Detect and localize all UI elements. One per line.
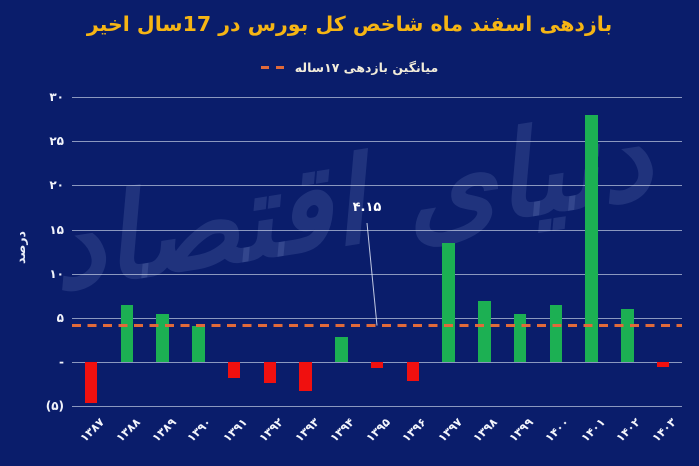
plot-area: ۱۳۸۷ ۱۳۸۸ ۱۳۸۹ ۱۳۹۰ ۱۳۹۱ ۱۳۹۲ ۱۳۹۳ ۱۳۹۴ ۱۳۹۵ ۱۳۹۶… [72, 97, 682, 445]
y-tick-label: ۱۰ [49, 266, 64, 281]
gridline [72, 229, 682, 231]
x-tick-label: ۱۳۹۷ [434, 415, 465, 446]
x-tick-label: ۱۳۹۲ [255, 415, 286, 446]
legend: میانگین بازدهی ۱۷ساله [0, 60, 699, 75]
x-tick-label: ۱۳۸۷ [77, 415, 107, 446]
x-tick-label: ۱۳۸۹ [148, 415, 179, 446]
x-tick-label: ۱۳۹۳ [291, 415, 322, 446]
bar-۱۳۸۹ [156, 313, 169, 363]
gridline [72, 141, 682, 143]
x-tick-label: ۱۴۰۱ [577, 415, 608, 446]
average-annotation: ۴.۱۵ [352, 200, 382, 215]
x-tick-label: ۱۴۰۲ [613, 415, 644, 446]
annotation-connector-line [366, 222, 378, 326]
dashed-line-swatch [260, 66, 285, 69]
bar-۱۴۰۱ [585, 114, 598, 363]
bar-۱۳۸۸ [120, 304, 133, 363]
bar-۱۳۹۹ [513, 313, 527, 363]
y-tick-label: ۲۵ [49, 134, 64, 149]
x-tick-label: ۱۳۹۱ [220, 415, 250, 446]
bar-۱۳۹۳ [299, 362, 312, 392]
y-axis: ۳۰ ۲۵ ۲۰ ۱۵ ۱۰ ۵ - (۵) [0, 90, 64, 413]
bar-۱۴۰۲ [621, 309, 634, 363]
x-tick-label: ۱۳۹۹ [506, 415, 536, 446]
gridline [72, 97, 682, 98]
gridline [72, 273, 682, 275]
y-tick-label: ۲۰ [49, 178, 64, 193]
y-tick-label: ۳۰ [49, 90, 64, 104]
gridline [72, 406, 682, 408]
bar-۱۴۰۰ [549, 304, 562, 363]
gridline [72, 185, 682, 187]
bar-۱۳۹۵ [370, 362, 384, 369]
y-tick-label: ۵ [56, 311, 64, 325]
bar-۱۳۹۴ [335, 336, 348, 363]
chart-title: بازدهی اسفند ماه شاخص کل بورس در 17سال ا… [86, 12, 613, 36]
x-tick-label: ۱۴۰۳ [649, 415, 679, 446]
x-tick-label: ۱۳۹۴ [327, 415, 358, 446]
y-tick-label: ۱۵ [49, 222, 64, 237]
bar-۱۳۹۱ [227, 362, 241, 379]
x-tick-label: ۱۴۰۰ [541, 415, 572, 446]
x-tick-label: ۱۳۹۰ [184, 415, 215, 446]
y-tick-label: (۵) [45, 399, 64, 414]
gridline [72, 318, 682, 319]
x-tick-label: ۱۳۹۸ [470, 415, 501, 446]
bar-۱۳۹۷ [442, 242, 455, 363]
bar-۱۳۹۰ [192, 325, 205, 363]
bar-۱۳۸۷ [84, 362, 98, 403]
bar-۱۴۰۳ [656, 362, 670, 368]
bar-۱۳۹۸ [478, 301, 491, 363]
bar-۱۳۹۶ [406, 362, 419, 381]
x-tick-label: ۱۳۸۸ [112, 415, 143, 446]
bar-۱۳۹۲ [263, 362, 276, 384]
legend-label: میانگین بازدهی ۱۷ساله [294, 60, 439, 75]
y-tick-label: - [59, 355, 64, 370]
x-tick-label: ۱۳۹۵ [363, 415, 393, 446]
x-tick-label: ۱۳۹۶ [398, 415, 429, 446]
